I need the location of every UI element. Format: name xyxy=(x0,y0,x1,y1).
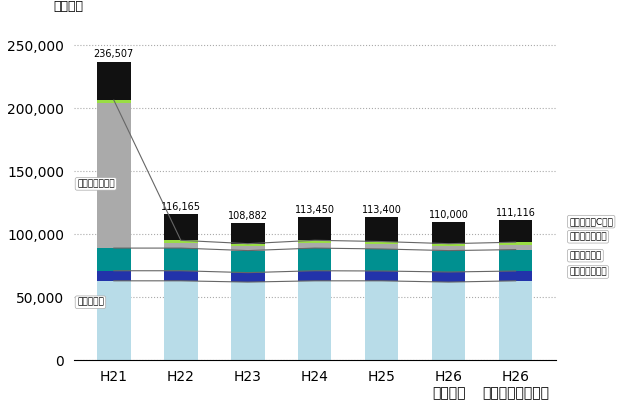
Text: 236,507: 236,507 xyxy=(94,49,134,59)
Bar xyxy=(365,244,399,249)
Bar xyxy=(499,220,533,242)
Text: 116,165: 116,165 xyxy=(161,202,201,212)
Bar xyxy=(97,281,131,360)
Text: 108,882: 108,882 xyxy=(228,211,268,221)
Bar xyxy=(432,282,466,360)
Bar xyxy=(231,246,265,251)
Bar xyxy=(365,281,399,360)
Bar xyxy=(432,272,466,282)
Text: 受取手数料収入: 受取手数料収入 xyxy=(569,232,607,241)
Bar xyxy=(231,244,265,246)
Text: 受託料収入: 受託料収入 xyxy=(77,298,104,307)
Bar xyxy=(298,281,332,360)
Bar xyxy=(298,217,332,240)
Bar xyxy=(298,271,332,281)
Bar xyxy=(164,281,198,360)
Bar xyxy=(432,246,466,251)
Y-axis label: （千円）: （千円） xyxy=(54,0,84,13)
Bar xyxy=(499,242,533,245)
Bar xyxy=(164,240,198,243)
Bar xyxy=(164,243,198,248)
Bar xyxy=(365,217,399,241)
Bar xyxy=(231,223,265,244)
Bar xyxy=(365,241,399,244)
Bar xyxy=(97,271,131,281)
Bar xyxy=(432,222,466,244)
Bar xyxy=(365,249,399,271)
Bar xyxy=(231,273,265,282)
Bar xyxy=(298,248,332,271)
Text: 駅前駐車場収入: 駅前駐車場収入 xyxy=(77,179,115,188)
Text: 113,400: 113,400 xyxy=(362,206,402,215)
Bar xyxy=(499,271,533,281)
Bar xyxy=(298,240,332,243)
Bar xyxy=(97,100,131,103)
Text: 111,116: 111,116 xyxy=(496,208,536,218)
Bar xyxy=(164,248,198,271)
Bar xyxy=(97,62,131,100)
Bar xyxy=(499,245,533,249)
Bar xyxy=(432,244,466,246)
Bar xyxy=(231,251,265,273)
Bar xyxy=(432,251,466,272)
Text: 土地賃貸収入: 土地賃貸収入 xyxy=(569,251,601,260)
Bar xyxy=(164,271,198,281)
Bar xyxy=(97,248,131,271)
Bar xyxy=(231,282,265,360)
Bar xyxy=(298,243,332,248)
Text: 113,450: 113,450 xyxy=(294,206,335,215)
Bar xyxy=(164,214,198,240)
Text: 所有床賃貸収入: 所有床賃貸収入 xyxy=(569,267,607,276)
Bar xyxy=(97,103,131,248)
Bar xyxy=(499,281,533,360)
Bar xyxy=(365,271,399,281)
Text: 文化・交流C売上: 文化・交流C売上 xyxy=(569,217,613,226)
Bar xyxy=(499,249,533,271)
Text: 110,000: 110,000 xyxy=(429,210,469,220)
